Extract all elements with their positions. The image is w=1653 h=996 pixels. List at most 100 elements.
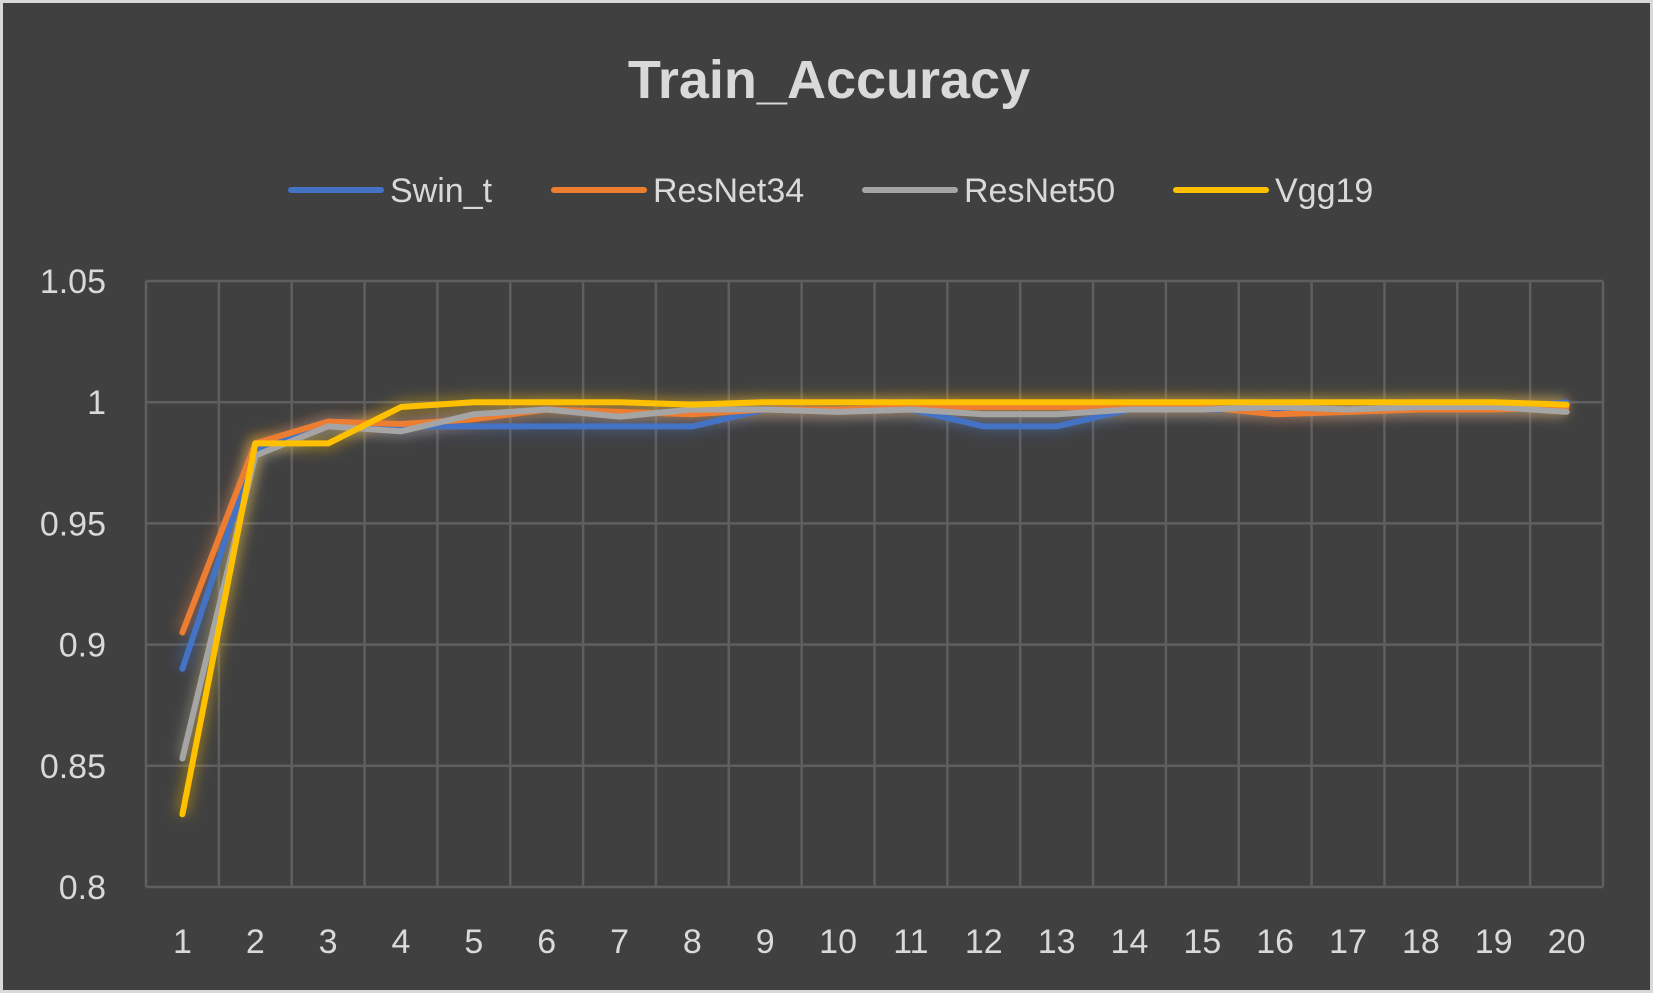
data-point [1274,413,1277,416]
series-lines [179,399,1570,818]
data-point [1347,401,1350,404]
data-point [1055,401,1058,404]
data-point [1055,413,1058,416]
series-line-vgg19 [179,399,1570,818]
data-point [691,403,694,406]
legend-item: Swin_t [288,172,493,210]
x-tick-label: 2 [246,923,265,961]
x-tick-label: 15 [1183,923,1221,961]
data-point [399,406,402,409]
data-point [618,425,621,428]
data-point [181,631,184,634]
data-point [545,408,548,411]
series-line-resnet50 [179,404,1570,762]
data-point [1565,410,1568,413]
data-point [254,454,257,457]
grid [144,279,1605,889]
data-point [1492,401,1495,404]
data-point [1565,403,1568,406]
data-point [1055,406,1058,409]
data-point [472,425,475,428]
data-point [1347,408,1350,411]
data-point [472,418,475,421]
legend-item: ResNet50 [862,172,1115,210]
data-point [909,401,912,404]
x-tick-label: 17 [1329,923,1367,961]
x-tick-label: 11 [893,923,928,961]
data-point [181,757,184,760]
data-point [327,420,330,423]
data-point [837,410,840,413]
data-point [472,401,475,404]
data-point [691,408,694,411]
x-tick-label: 19 [1475,923,1513,961]
data-point [982,401,985,404]
y-tick-label: 0.9 [59,627,106,665]
data-point [837,401,840,404]
data-point [399,423,402,426]
chart-title: Train_Accuracy [628,50,1030,110]
data-point [982,413,985,416]
x-tick-label: 1 [173,923,192,961]
x-tick-label: 18 [1402,923,1440,961]
data-point [691,425,694,428]
y-tick-label: 1 [87,384,106,422]
data-point [1274,406,1277,409]
x-axis: 1 2 3 4 5 6 7 8 9 10 11 12 13 14 15 16 17 18 19 20 [173,923,1586,961]
data-point [472,413,475,416]
legend-label: ResNet34 [653,172,804,210]
x-tick-label: 6 [537,923,556,961]
data-point [1128,408,1131,411]
data-point [327,425,330,428]
data-point [181,667,184,670]
x-tick-label: 10 [819,923,857,961]
x-tick-label: 5 [464,923,483,961]
line-chart: Train_Accuracy Swin_t ResNet34 ResNet50 Vgg… [40,50,1605,961]
data-point [764,401,767,404]
data-point [181,813,184,816]
y-axis: 0.8 0.85 0.9 0.95 1 1.05 [40,263,106,907]
legend-label: ResNet50 [964,172,1115,210]
data-point [254,449,257,452]
data-point [691,413,694,416]
data-point [764,408,767,411]
x-tick-label: 8 [683,923,702,961]
x-tick-label: 4 [392,923,411,961]
legend-label: Swin_t [390,172,493,210]
x-tick-label: 9 [756,923,775,961]
x-tick-label: 20 [1548,923,1586,961]
legend-label: Vgg19 [1275,172,1373,210]
data-point [618,415,621,418]
data-point [1274,401,1277,404]
data-point [1128,401,1131,404]
y-tick-label: 1.05 [40,263,106,301]
data-point [399,430,402,433]
data-point [1419,406,1422,409]
x-tick-label: 12 [965,923,1003,961]
data-point [545,401,548,404]
data-point [618,401,621,404]
x-tick-label: 3 [319,923,338,961]
data-point [982,425,985,428]
x-tick-label: 14 [1111,923,1149,961]
data-point [618,410,621,413]
x-tick-label: 16 [1256,923,1294,961]
data-point [1492,406,1495,409]
legend: Swin_t ResNet34 ResNet50 Vgg19 [288,172,1373,210]
x-tick-label: 7 [610,923,629,961]
data-point [1055,425,1058,428]
data-point [982,406,985,409]
data-point [1419,401,1422,404]
data-point [1201,408,1204,411]
legend-item: Vgg19 [1173,172,1373,210]
y-tick-label: 0.8 [59,869,106,907]
y-tick-label: 0.85 [40,748,106,786]
data-point [909,408,912,411]
data-point [254,442,257,445]
data-point [545,425,548,428]
y-tick-label: 0.95 [40,505,106,543]
data-point [327,442,330,445]
x-tick-label: 13 [1038,923,1076,961]
legend-item: ResNet34 [551,172,804,210]
